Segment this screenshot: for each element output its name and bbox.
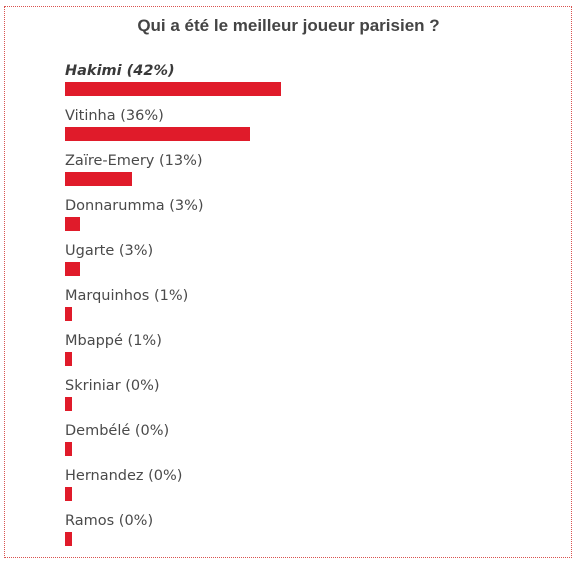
poll-option-bar — [65, 82, 281, 96]
poll-option: Skriniar (0%) — [65, 377, 160, 411]
poll-option-label: Zaïre-Emery (13%) — [65, 153, 203, 169]
poll-option: Zaïre-Emery (13%) — [65, 152, 203, 186]
poll-option-bar — [65, 397, 72, 411]
poll-option-label: Skriniar (0%) — [65, 378, 160, 394]
poll-option: Hernandez (0%) — [65, 467, 182, 501]
poll-option-bar — [65, 127, 250, 141]
poll-option-label: Hakimi (42%) — [65, 63, 175, 79]
poll-option-label: Marquinhos (1%) — [65, 288, 189, 304]
poll-container — [4, 6, 572, 558]
poll-option: Ramos (0%) — [65, 512, 153, 546]
poll-option: Vitinha (36%) — [65, 107, 250, 141]
poll-option: Mbappé (1%) — [65, 332, 162, 366]
poll-option-bar — [65, 307, 72, 321]
poll-option-label: Hernandez (0%) — [65, 468, 183, 484]
poll-option-label: Vitinha (36%) — [65, 108, 164, 124]
poll-option-bar — [65, 442, 72, 456]
poll-option: Dembélé (0%) — [65, 422, 169, 456]
poll-option-bar — [65, 532, 72, 546]
poll-option: Ugarte (3%) — [65, 242, 153, 276]
poll-option-bar — [65, 487, 72, 501]
poll-title: Qui a été le meilleur joueur parisien ? — [137, 16, 440, 35]
poll-option-label: Ramos (0%) — [65, 513, 154, 529]
poll-option-bar — [65, 172, 132, 186]
poll-option: Marquinhos (1%) — [65, 287, 188, 321]
poll-option-label: Donnarumma (3%) — [65, 198, 204, 214]
poll-option: Hakimi (42%) — [65, 62, 281, 96]
poll-option-bar — [65, 352, 72, 366]
poll-option-label: Ugarte (3%) — [65, 243, 154, 259]
poll-option: Donnarumma (3%) — [65, 197, 204, 231]
poll-option-label: Dembélé (0%) — [65, 423, 170, 439]
poll-option-bar — [65, 217, 80, 231]
poll-option-bar — [65, 262, 80, 276]
poll-option-label: Mbappé (1%) — [65, 333, 162, 349]
